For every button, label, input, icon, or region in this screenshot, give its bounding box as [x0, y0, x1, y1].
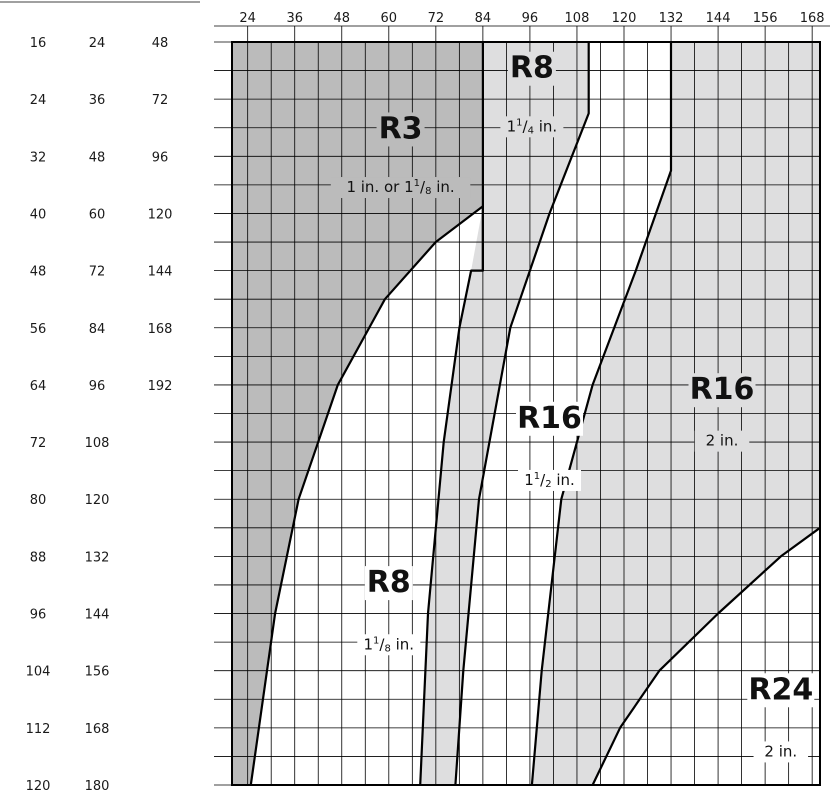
region-size-bg: [330, 177, 471, 199]
boundary-line: [419, 42, 484, 786]
region-label: R3 1 in. or 11/8 in.: [330, 111, 471, 199]
y-tick-label: 192: [148, 379, 173, 394]
y-tick-label: 108: [85, 436, 110, 451]
region-fill-r8-small: [250, 206, 483, 786]
x-tick-label: 48: [333, 11, 350, 26]
x-axis-ticks: 24 36 48 60 72 84 96 108 120 132 144 156 168: [239, 11, 825, 42]
region-size-bg: [500, 116, 564, 138]
x-tick-label: 24: [239, 11, 256, 26]
y-tick-label: 168: [85, 722, 110, 737]
y-tick-label: 144: [148, 265, 173, 280]
x-tick-label: 84: [475, 11, 492, 26]
y-tick-label: 80: [30, 493, 47, 508]
y-tick-label: 96: [30, 608, 47, 623]
region-size: 2 in.: [706, 432, 739, 450]
y-tick-label: 60: [89, 207, 106, 222]
region-name: R3: [379, 111, 423, 146]
region-size: 11/4 in.: [507, 117, 558, 136]
y-tick-label: 48: [89, 150, 106, 165]
boundary-line: [454, 42, 590, 786]
boundary-line: [530, 42, 673, 786]
region-label: R8 11/4 in.: [500, 51, 564, 138]
x-tick-label: 36: [286, 11, 303, 26]
region-name: R8: [367, 565, 411, 600]
region-label-bg: [688, 373, 756, 408]
y-tick-label: 120: [26, 779, 51, 794]
y-tick-label: 96: [152, 150, 169, 165]
region-label-bg: [516, 401, 584, 436]
region-fill-r24: [592, 527, 820, 785]
y-tick-label: 40: [30, 207, 47, 222]
x-tick-label: 132: [659, 11, 684, 26]
region-size-bg: [694, 430, 750, 452]
boundary-line: [249, 205, 484, 786]
y-tick-label: 72: [30, 436, 47, 451]
x-tick-label: 120: [612, 11, 637, 26]
region-size-bg: [518, 469, 582, 491]
region-size-bg: [357, 634, 421, 656]
y-tick-label: 104: [26, 665, 51, 680]
region-size: 1 in. or 11/8 in.: [346, 178, 454, 197]
region-name: R24: [748, 672, 813, 707]
region-label-bg: [747, 673, 815, 708]
grid: [214, 41, 820, 786]
y-tick-label: 144: [85, 608, 110, 623]
y-tick-label: 156: [85, 665, 110, 680]
region-label-bg: [507, 51, 556, 86]
region-label-bg: [376, 112, 425, 147]
region-label-bg: [364, 566, 413, 601]
x-tick-label: 108: [565, 11, 590, 26]
y-tick-label: 96: [89, 379, 106, 394]
region-label: R24 2 in.: [747, 672, 815, 763]
region-name: R16: [517, 401, 582, 436]
x-tick-label: 156: [753, 11, 778, 26]
y-tick-label: 120: [85, 493, 110, 508]
y-tick-label: 56: [30, 322, 47, 337]
boundary-lines: [0, 1, 830, 786]
y-tick-label: 112: [26, 722, 51, 737]
region-size: 11/2 in.: [524, 471, 575, 490]
y-tick-label: 24: [30, 93, 47, 108]
y-tick-label: 64: [30, 379, 47, 394]
y-tick-label: 72: [152, 93, 169, 108]
y-tick-label: 72: [89, 265, 106, 280]
region-size: 11/8 in.: [364, 635, 415, 654]
y-tick-label: 84: [89, 322, 106, 337]
region-size-bg: [753, 741, 809, 763]
y-tick-label: 24: [89, 36, 106, 51]
y-axis-scales: 16 24 32 40 48 56 64 72 80 88 96 104 112 120 24 36 48 60 7…: [26, 36, 173, 794]
y-tick-label: 48: [30, 265, 47, 280]
y-tick-label: 168: [148, 322, 173, 337]
region-label: R16 11/2 in.: [516, 401, 584, 491]
region-size: 2 in.: [764, 742, 797, 760]
y-tick-label: 16: [30, 36, 47, 51]
boundary-line: [591, 526, 821, 786]
region-name: R8: [510, 51, 554, 86]
y-tick-label: 132: [85, 550, 110, 565]
y-tick-label: 36: [89, 93, 106, 108]
x-tick-label: 168: [800, 11, 825, 26]
x-tick-label: 60: [381, 11, 398, 26]
x-tick-label: 96: [522, 11, 539, 26]
region-label: R8 11/8 in.: [357, 565, 421, 656]
y-tick-label: 88: [30, 550, 47, 565]
y-tick-label: 48: [152, 36, 169, 51]
plot-frame: [231, 41, 821, 786]
x-tick-label: 72: [428, 11, 445, 26]
x-tick-label: 144: [706, 11, 731, 26]
y-tick-label: 32: [30, 150, 47, 165]
y-tick-label: 180: [85, 779, 110, 794]
region-name: R16: [690, 372, 755, 407]
y-tick-label: 120: [148, 207, 173, 222]
region-label: R16 2 in.: [688, 372, 756, 452]
